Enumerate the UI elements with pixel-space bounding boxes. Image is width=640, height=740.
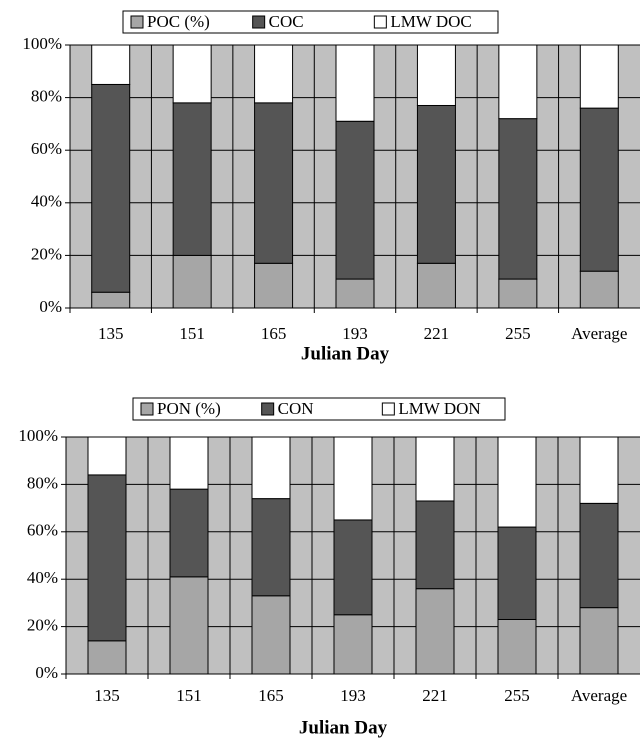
x-tick-label: Average <box>571 324 627 343</box>
bar-segment <box>333 519 373 616</box>
bar-segment <box>172 254 212 309</box>
bar-segment <box>497 618 537 675</box>
bar-segment <box>251 498 291 597</box>
x-tick-label: 151 <box>179 324 205 343</box>
bar-segment <box>251 595 291 675</box>
legend-label: POC (%) <box>147 12 210 31</box>
bar-segment <box>169 488 209 578</box>
legend-swatch <box>140 402 154 416</box>
bar-segment <box>579 107 619 272</box>
x-axis-title: Julian Day <box>301 343 390 364</box>
bar-segment <box>415 436 455 502</box>
x-tick-label: 165 <box>261 324 287 343</box>
legend-swatch <box>261 402 275 416</box>
bar-segment <box>579 436 619 504</box>
x-tick-label: 221 <box>422 686 448 705</box>
bar-segment <box>579 44 619 109</box>
y-tick-label: 100% <box>22 34 62 53</box>
bar-segment <box>254 102 294 264</box>
bar-segment <box>254 44 294 104</box>
y-tick-label: 20% <box>27 616 58 635</box>
y-tick-label: 20% <box>31 244 62 263</box>
bar-segment <box>254 262 294 309</box>
x-tick-label: 151 <box>176 686 202 705</box>
bar-segment <box>579 607 619 675</box>
bar-segment <box>416 262 456 309</box>
y-tick-label: 0% <box>35 663 58 682</box>
x-tick-label: 135 <box>94 686 120 705</box>
x-tick-label: 193 <box>340 686 366 705</box>
bar-segment <box>87 640 127 675</box>
bar-segment <box>172 44 212 104</box>
bar-segment <box>333 436 373 521</box>
x-tick-label: 255 <box>504 686 530 705</box>
x-tick-label: 255 <box>505 324 531 343</box>
y-tick-label: 40% <box>27 568 58 587</box>
bar-segment <box>579 502 619 609</box>
bar-segment <box>416 104 456 264</box>
bar-segment <box>579 270 619 309</box>
bar-segment <box>498 278 538 309</box>
bar-segment <box>91 291 131 309</box>
bar-segment <box>169 576 209 675</box>
legend-label: LMW DOC <box>390 12 471 31</box>
bar-segment <box>335 44 375 122</box>
bar-segment <box>497 436 537 528</box>
legend-label: COC <box>269 12 304 31</box>
x-tick-label: 165 <box>258 686 284 705</box>
x-tick-label: 221 <box>424 324 450 343</box>
bar-segment <box>333 614 373 675</box>
bar-segment <box>498 118 538 280</box>
bar-segment <box>87 474 127 642</box>
bar-segment <box>87 436 127 476</box>
x-tick-label: 193 <box>342 324 368 343</box>
legend-swatch <box>381 402 395 416</box>
y-tick-label: 60% <box>27 521 58 540</box>
legend-swatch <box>373 15 387 29</box>
bar-segment <box>416 44 456 106</box>
bar-segment <box>91 44 131 85</box>
bar-segment <box>172 102 212 256</box>
bar-segment <box>251 436 291 500</box>
y-tick-label: 0% <box>39 297 62 316</box>
legend-label: LMW DON <box>398 399 480 418</box>
legend-label: PON (%) <box>157 399 221 418</box>
bar-segment <box>497 526 537 620</box>
x-axis-title: Julian Day <box>299 717 388 738</box>
legend-swatch <box>252 15 266 29</box>
legend-box <box>122 10 499 34</box>
legend-box <box>132 397 506 421</box>
bar-segment <box>498 44 538 120</box>
y-tick-label: 80% <box>31 87 62 106</box>
bar-segment <box>335 278 375 309</box>
bar-segment <box>335 120 375 280</box>
x-tick-label: 135 <box>98 324 124 343</box>
x-tick-label: Average <box>571 686 627 705</box>
legend-swatch <box>130 15 144 29</box>
bar-segment <box>415 500 455 590</box>
y-tick-label: 80% <box>27 473 58 492</box>
legend-label: CON <box>278 399 314 418</box>
y-tick-label: 100% <box>18 426 58 445</box>
bar-segment <box>91 83 131 293</box>
y-tick-label: 60% <box>31 139 62 158</box>
bar-segment <box>169 436 209 490</box>
y-tick-label: 40% <box>31 192 62 211</box>
bar-segment <box>415 588 455 675</box>
